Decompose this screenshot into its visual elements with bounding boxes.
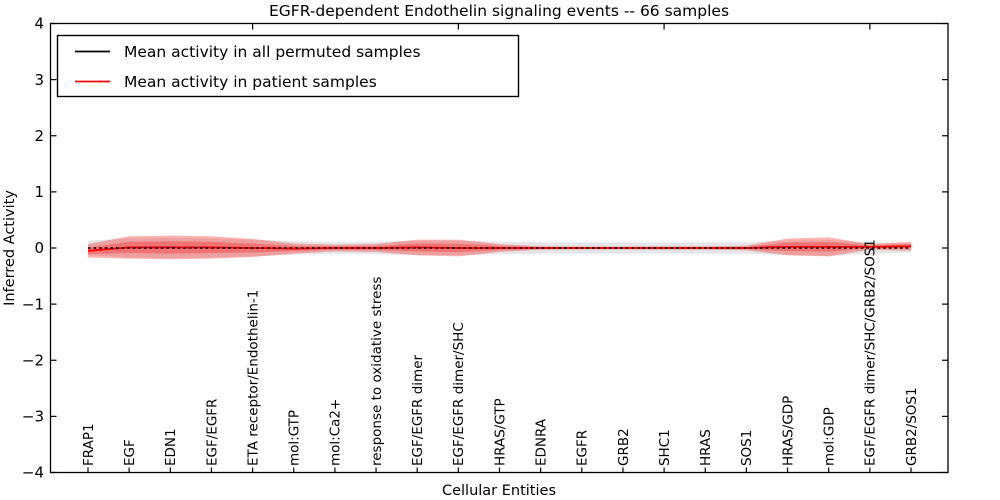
x-tick-label: EDN1 [163, 428, 179, 466]
axes-frame [49, 22, 949, 474]
y-tick-label: −4 [22, 464, 44, 482]
y-tick-label: 1 [34, 183, 44, 201]
x-tick-label: mol:Ca2+ [328, 399, 344, 466]
y-tick-label: 3 [34, 71, 44, 89]
chart-title: EGFR-dependent Endothelin signaling even… [269, 2, 729, 20]
patient-mean-line [87, 245, 912, 252]
x-tick-label: GRB2/SOS1 [904, 387, 920, 466]
x-tick-label: EDNRA [533, 418, 549, 466]
x-tick-label: EGFR [575, 430, 591, 466]
y-axis-label: Inferred Activity [2, 190, 18, 306]
x-tick-label: EGF/EGFR dimer/SHC [451, 322, 467, 466]
plot-area: 4 3 2 1 0 −1 −2 −3 −4 FRAP1 EGF EDN1 EGF/EGFR ETA rec… [22, 15, 948, 482]
y-tick-label: 2 [34, 127, 44, 145]
x-tick-label: EGF/EGFR dimer [410, 354, 426, 466]
x-tick-label: EGF [122, 439, 138, 466]
x-tick-label: response to oxidative stress [369, 277, 385, 466]
legend: Mean activity in all permuted samples Me… [56, 34, 520, 98]
y-tick-label: 4 [34, 15, 44, 33]
x-tick-label: ETA receptor/Endothelin-1 [245, 290, 261, 466]
x-tick-label: FRAP1 [81, 423, 97, 466]
y-tick-label: −1 [22, 295, 44, 313]
x-tick-label: HRAS/GDP [780, 396, 796, 466]
x-tick-label: GRB2 [616, 428, 632, 466]
y-tick-label: −2 [22, 351, 44, 369]
x-tick-label: mol:GTP [287, 410, 303, 466]
y-tick-label: −3 [22, 408, 44, 426]
x-tick-label: HRAS [698, 429, 714, 466]
x-axis-label: Cellular Entities [442, 483, 556, 499]
legend-box [56, 34, 520, 98]
x-tick-label: SHC1 [657, 429, 673, 466]
legend-label-permuted: Mean activity in all permuted samples [124, 43, 421, 61]
x-tick-label: EGF/EGFR [204, 399, 220, 466]
y-tick-label: 0 [34, 239, 44, 257]
x-tick-label: HRAS/GTP [492, 398, 508, 466]
x-tick-label: EGF/EGFR dimer/SHC/GRB2/SOS1 [863, 239, 879, 466]
x-tick-label: SOS1 [739, 430, 755, 466]
legend-label-patient: Mean activity in patient samples [124, 73, 377, 91]
x-tick-label: mol:GDP [822, 407, 838, 466]
